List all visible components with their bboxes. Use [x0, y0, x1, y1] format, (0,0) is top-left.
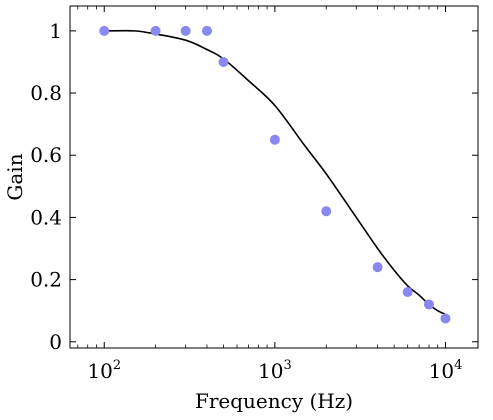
data-point	[180, 25, 191, 36]
data-point	[372, 262, 383, 273]
data-point	[402, 287, 413, 298]
data-point	[201, 25, 212, 36]
x-axis-title: Frequency (Hz)	[195, 389, 353, 413]
data-point	[321, 206, 332, 217]
x-tick-label: 102	[87, 358, 121, 383]
y-tick-label: 0.2	[30, 268, 62, 292]
y-tick-label: 0.4	[30, 205, 62, 229]
x-tick-label: 104	[429, 358, 463, 383]
data-point	[423, 299, 434, 310]
fitted-curve	[104, 29, 446, 316]
data-point	[150, 25, 161, 36]
plot-frame	[69, 5, 479, 349]
x-tick-label: 103	[258, 358, 292, 383]
data-points	[99, 25, 451, 324]
y-tick-label: 0.8	[30, 81, 62, 105]
data-point	[99, 25, 110, 36]
y-axis-title: Gain	[3, 153, 27, 200]
x-axis: 102 103 104	[77, 6, 463, 383]
y-tick-label: 0.6	[30, 143, 62, 167]
y-tick-label: 1	[49, 19, 62, 43]
data-point	[269, 134, 280, 145]
y-axis: 0 0.2 0.4 0.6 0.8 1	[30, 19, 478, 354]
y-tick-label: 0	[49, 330, 62, 354]
data-point	[440, 313, 451, 324]
data-point	[218, 56, 229, 67]
